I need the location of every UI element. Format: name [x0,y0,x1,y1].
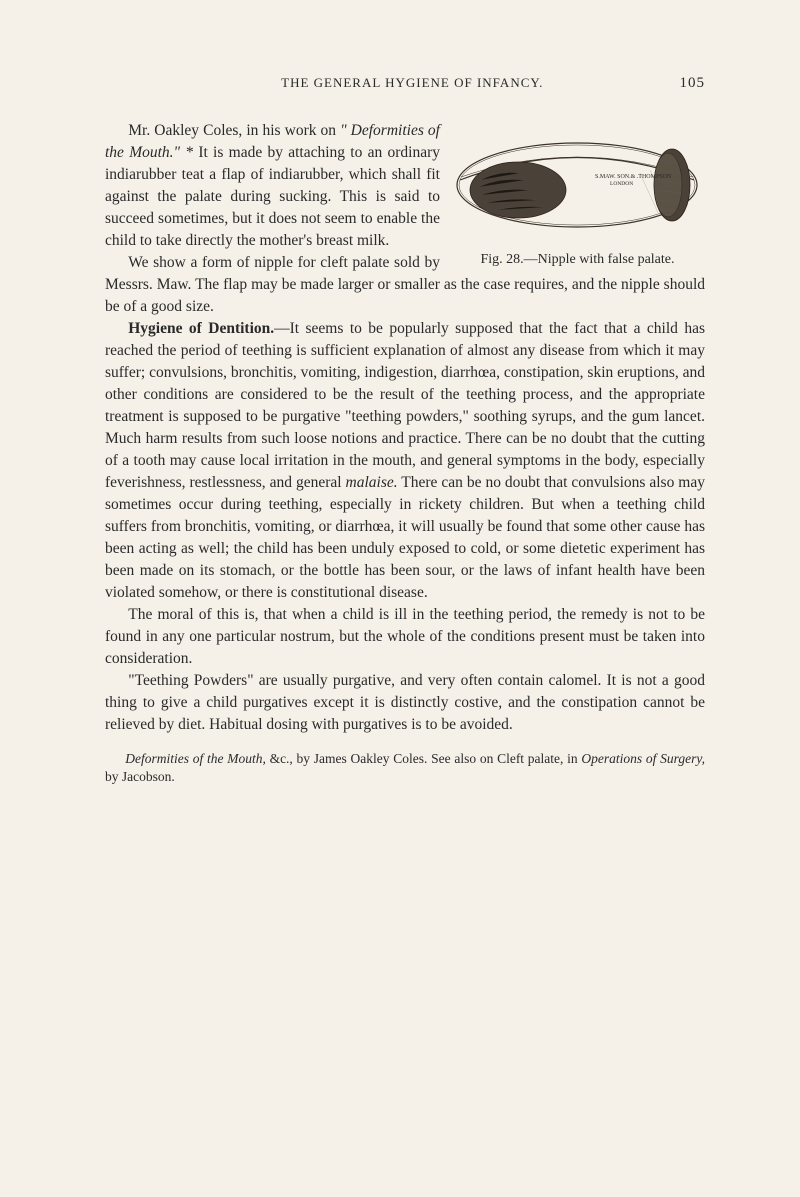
p1-text-a: Mr. Oakley Coles, in his work on [128,122,340,139]
page-header: THE GENERAL HYGIENE OF INFANCY. 105 [105,75,705,92]
hygiene-dentition-heading: Hygiene of Dentition. [128,320,274,337]
paragraph-4: The moral of this is, that when a child … [105,604,705,670]
p3-text-a: —It seems to be popularly supposed that … [105,320,705,491]
footnote-text-1: &c., by James Oakley Coles. See also on … [266,751,582,766]
page-number: 105 [680,75,706,92]
footnote-italic-1: Deformities of the Mouth, [125,751,266,766]
paragraph-5: "Teething Powders" are usually purgative… [105,670,705,736]
figure-label-line1: S.MAW. SON.& .THOMPSON [595,174,672,180]
footnote-italic-2: Operations of Surgery, [581,751,705,766]
footnote: Deformities of the Mouth, &c., by James … [105,750,705,786]
p3-text-b: There can be no doubt that convulsions a… [105,474,705,601]
figure-label-line2: LONDON [610,181,633,187]
nipple-illustration: S.MAW. SON.& .THOMPSON LONDON [450,125,705,240]
p3-italic-malaise: malaise. [346,474,398,491]
footnote-text-2: by Jacobson. [105,769,175,784]
figure-28: S.MAW. SON.& .THOMPSON LONDON Fig. 28.—N… [450,125,705,270]
figure-caption: Fig. 28.—Nipple with false palate. [450,250,705,270]
main-text-column: S.MAW. SON.& .THOMPSON LONDON Fig. 28.—N… [105,120,705,786]
running-title: THE GENERAL HYGIENE OF INFANCY. [145,75,680,91]
paragraph-3: Hygiene of Dentition.—It seems to be pop… [105,318,705,604]
